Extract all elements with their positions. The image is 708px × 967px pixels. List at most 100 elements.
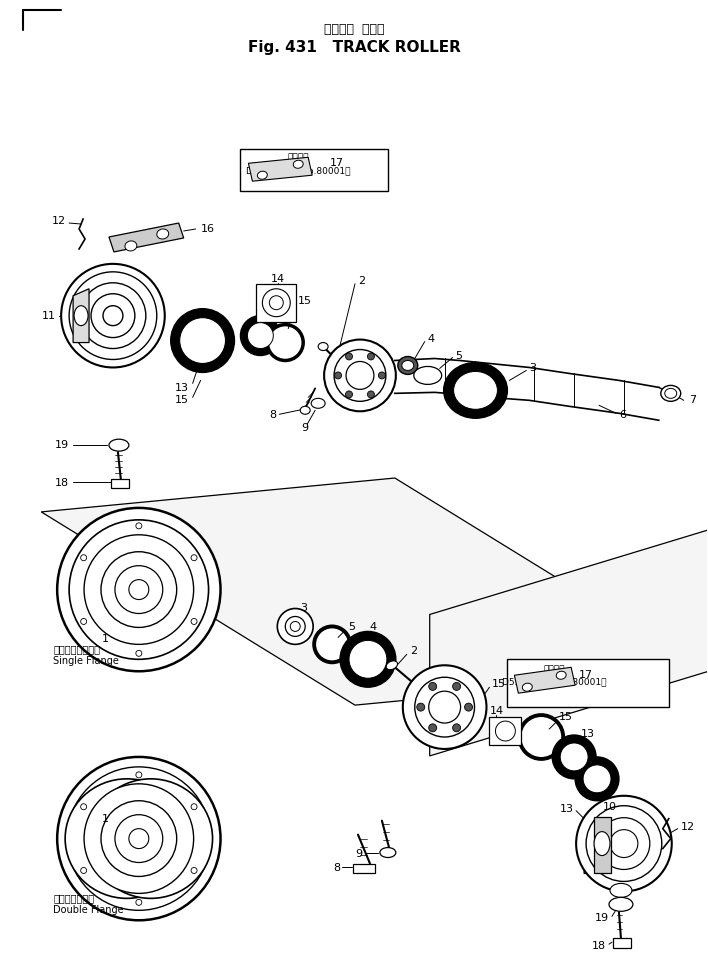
Ellipse shape (429, 683, 437, 690)
Ellipse shape (80, 282, 146, 348)
Ellipse shape (415, 677, 474, 737)
Bar (613, 938, 631, 949)
Text: 15: 15 (175, 396, 188, 405)
Ellipse shape (180, 317, 226, 364)
Ellipse shape (367, 353, 375, 360)
Text: 15: 15 (491, 679, 506, 689)
Ellipse shape (349, 640, 387, 678)
Ellipse shape (576, 796, 672, 892)
Ellipse shape (136, 651, 142, 657)
Ellipse shape (398, 357, 418, 374)
Polygon shape (430, 530, 708, 756)
Text: 14: 14 (489, 706, 503, 717)
Polygon shape (41, 478, 708, 705)
Ellipse shape (191, 619, 197, 625)
Ellipse shape (452, 724, 461, 732)
Text: 12: 12 (52, 216, 66, 226)
Ellipse shape (661, 386, 680, 401)
Ellipse shape (575, 757, 619, 801)
Ellipse shape (598, 818, 650, 869)
Ellipse shape (610, 830, 638, 858)
Text: 13: 13 (560, 804, 574, 813)
Ellipse shape (89, 778, 212, 898)
Text: 5: 5 (456, 350, 462, 361)
Text: 1: 1 (102, 813, 109, 824)
Ellipse shape (300, 406, 310, 414)
Ellipse shape (109, 439, 129, 452)
Bar (508, 659, 669, 707)
Polygon shape (584, 811, 599, 873)
Text: 3: 3 (530, 364, 536, 373)
Bar (111, 479, 129, 488)
Ellipse shape (115, 566, 163, 613)
Polygon shape (515, 667, 575, 693)
Text: 18: 18 (55, 478, 69, 488)
Ellipse shape (346, 353, 353, 360)
Ellipse shape (346, 362, 374, 390)
Text: 8: 8 (333, 864, 340, 873)
Ellipse shape (115, 814, 163, 863)
Ellipse shape (84, 784, 193, 894)
Ellipse shape (429, 691, 461, 723)
Ellipse shape (241, 315, 280, 356)
Ellipse shape (101, 801, 177, 876)
Ellipse shape (346, 391, 353, 397)
Ellipse shape (136, 523, 142, 529)
Ellipse shape (125, 241, 137, 251)
Bar (241, 149, 388, 191)
Ellipse shape (57, 757, 220, 921)
Text: Fig. 431   TRACK ROLLER: Fig. 431 TRACK ROLLER (248, 41, 460, 55)
Ellipse shape (413, 366, 442, 385)
Text: 19: 19 (55, 440, 69, 451)
Ellipse shape (496, 721, 515, 741)
Ellipse shape (454, 371, 498, 409)
Ellipse shape (191, 555, 197, 561)
Ellipse shape (278, 608, 313, 644)
Text: 17: 17 (579, 670, 593, 680)
Ellipse shape (417, 703, 425, 711)
Ellipse shape (290, 622, 300, 631)
Text: 10: 10 (603, 802, 617, 811)
Ellipse shape (293, 161, 303, 168)
Ellipse shape (386, 660, 397, 670)
Ellipse shape (81, 619, 86, 625)
Text: 適用号機: 適用号機 (544, 665, 565, 675)
Ellipse shape (269, 296, 283, 309)
Text: 9: 9 (302, 424, 309, 433)
Ellipse shape (258, 171, 268, 179)
Ellipse shape (136, 772, 142, 777)
Ellipse shape (81, 804, 86, 809)
Text: 12: 12 (680, 822, 695, 832)
Text: 11: 11 (42, 310, 56, 321)
Text: 2: 2 (358, 276, 365, 286)
Ellipse shape (247, 323, 273, 348)
Text: 2: 2 (410, 646, 417, 657)
Text: 15: 15 (298, 296, 312, 306)
Ellipse shape (464, 703, 472, 711)
Text: 13: 13 (581, 729, 595, 739)
Ellipse shape (156, 229, 169, 239)
Polygon shape (109, 223, 183, 252)
Text: トラック  ローラ: トラック ローラ (324, 23, 384, 37)
Ellipse shape (334, 349, 386, 401)
Ellipse shape (103, 306, 123, 326)
Text: 13: 13 (175, 383, 188, 394)
Ellipse shape (340, 631, 396, 688)
Ellipse shape (191, 804, 197, 809)
Ellipse shape (583, 765, 611, 793)
Ellipse shape (556, 671, 566, 679)
Ellipse shape (285, 617, 305, 636)
Ellipse shape (268, 325, 303, 361)
Polygon shape (249, 158, 312, 181)
Ellipse shape (367, 391, 375, 397)
Ellipse shape (452, 683, 461, 690)
Ellipse shape (523, 683, 532, 691)
Ellipse shape (129, 829, 149, 849)
Ellipse shape (263, 289, 290, 316)
Ellipse shape (335, 372, 341, 379)
Text: 3: 3 (300, 602, 307, 612)
Text: 1: 1 (102, 634, 109, 644)
Ellipse shape (560, 743, 588, 771)
Text: 4: 4 (428, 334, 435, 343)
Ellipse shape (665, 389, 677, 398)
